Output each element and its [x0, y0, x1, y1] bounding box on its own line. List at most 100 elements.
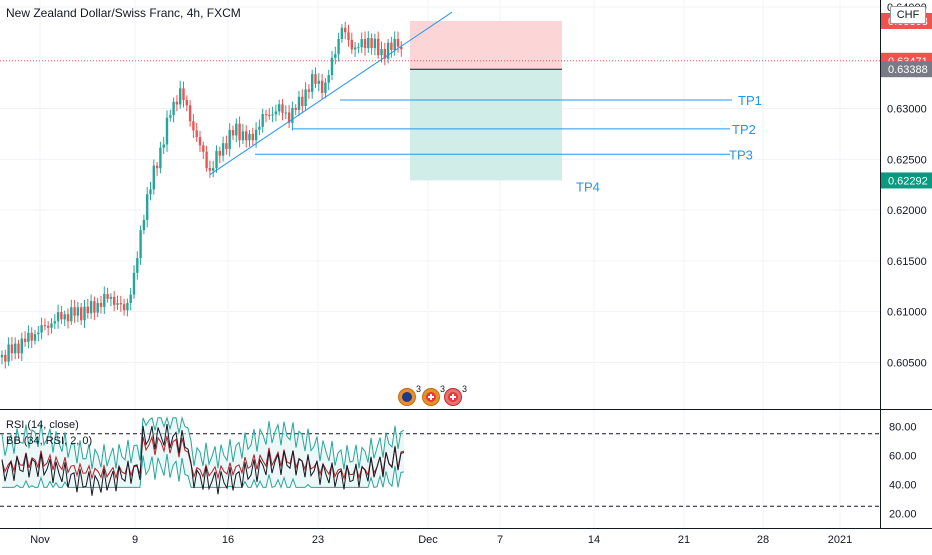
candle-body [146, 194, 149, 220]
candle-body [17, 343, 20, 354]
candle-body [287, 112, 291, 123]
time-label: 16 [222, 534, 234, 546]
candle-body [132, 272, 136, 295]
candle-body [304, 89, 307, 106]
candle-body [350, 39, 353, 50]
time-label: 23 [312, 534, 324, 546]
candle-body [373, 38, 377, 49]
candle-body [10, 344, 14, 354]
nz-flag-icon[interactable] [398, 388, 416, 406]
candle-body [103, 293, 106, 307]
candle-body [228, 130, 231, 149]
candle-body [40, 325, 43, 333]
candle-body [205, 151, 208, 169]
bb-upper-line [1, 415, 405, 470]
candle-body [179, 88, 182, 105]
candle-body [347, 32, 350, 40]
candle-body [70, 307, 73, 322]
candle-body [116, 303, 119, 305]
candle-body [380, 49, 383, 56]
candle-body [340, 27, 344, 39]
candle-body [231, 130, 235, 136]
price-badge [881, 172, 932, 189]
rsi-tick: 20.00 [889, 509, 917, 521]
candle-body [0, 354, 4, 358]
price-badge-label: 0.63388 [888, 64, 928, 76]
candle-body [159, 147, 162, 169]
rsi-legend[interactable]: RSI (14, close) [6, 419, 79, 431]
candle-body [317, 80, 320, 84]
candle-body [264, 114, 268, 116]
candle-body [377, 38, 380, 56]
candle-body [89, 301, 93, 314]
candle-body [149, 189, 152, 195]
position-zones [410, 20, 562, 181]
candle-body [80, 307, 83, 321]
candle-body [390, 42, 393, 51]
candle-body [301, 96, 304, 106]
candle-body [4, 354, 7, 362]
currency-button[interactable]: CHF [890, 6, 926, 24]
candle-body [20, 338, 23, 354]
price-tick: 0.63000 [887, 104, 927, 116]
candle-body [192, 121, 195, 131]
time-label: 28 [757, 534, 769, 546]
event-count: 3 [462, 384, 468, 394]
candle-body [344, 27, 347, 33]
stop-zone [410, 20, 562, 70]
candle-body [241, 131, 245, 141]
candle-body [396, 38, 400, 47]
candle-body [307, 89, 311, 92]
rsi-line [1, 424, 405, 496]
ch-flag-icon[interactable] [422, 388, 440, 406]
price-tick: 0.61000 [887, 307, 927, 319]
candle-body [245, 131, 248, 141]
price-tick: 0.62000 [887, 205, 927, 217]
bb-basis-line [1, 435, 405, 481]
rsi-tick: 40.00 [889, 480, 917, 492]
time-label: Dec [418, 534, 438, 546]
candle-body [363, 39, 367, 49]
candle-body [188, 105, 192, 122]
candle-body [320, 80, 324, 93]
candle-body [56, 312, 60, 322]
tp-label-1: TP1 [738, 93, 762, 108]
rsi-tick: 60.00 [889, 451, 917, 463]
candle-body [297, 96, 301, 110]
tp-label-3: TP3 [729, 147, 753, 162]
candle-body [294, 107, 297, 110]
candle-body [99, 303, 103, 307]
candle-body [327, 75, 330, 83]
price-badge [881, 61, 932, 78]
time-label: 21 [678, 534, 690, 546]
rsi-pane [0, 415, 880, 507]
candle-body [370, 37, 373, 49]
candle-body [284, 112, 287, 114]
candle-body [386, 42, 390, 59]
candle-body [238, 123, 241, 141]
candle-body [83, 306, 86, 321]
tp-label-2: TP2 [732, 122, 756, 137]
candle-body [251, 133, 254, 141]
candle-body [360, 39, 363, 48]
ch-flag-icon[interactable] [444, 388, 462, 406]
candle-body [353, 47, 357, 50]
trend-line [209, 11, 453, 175]
candle-body [109, 296, 113, 299]
candle-body [93, 301, 96, 313]
candle-body [126, 302, 129, 311]
bb-legend[interactable]: BB (34, RSI, 2, 0) [6, 435, 93, 447]
candle-body [393, 38, 396, 51]
candle-body [271, 114, 274, 116]
candle-body [169, 115, 172, 118]
candles [0, 21, 403, 369]
economic-events[interactable]: 3 3 3 [398, 384, 468, 408]
profit-zone [410, 69, 562, 181]
event-count: 3 [416, 384, 422, 394]
candle-body [198, 137, 202, 146]
candle-body [155, 165, 159, 169]
candle-body [208, 168, 212, 171]
drawing-lines[interactable]: TP1 TP2 TP3 TP4 [0, 11, 880, 194]
